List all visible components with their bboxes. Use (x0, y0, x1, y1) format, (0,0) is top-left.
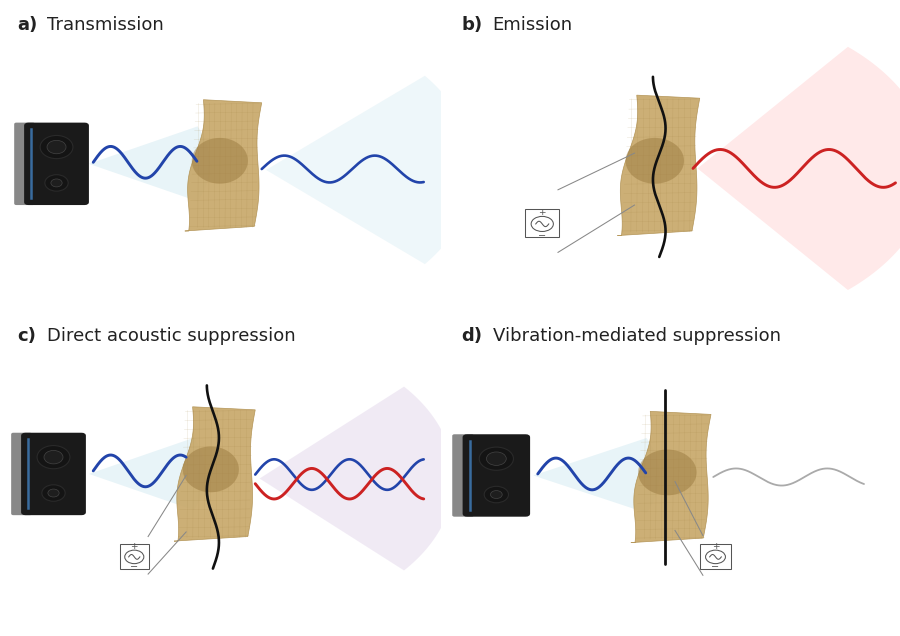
Circle shape (706, 550, 725, 563)
Circle shape (44, 450, 63, 464)
Circle shape (125, 550, 144, 563)
Polygon shape (89, 127, 210, 202)
Bar (700, 544, 731, 569)
Text: c): c) (17, 327, 36, 345)
Polygon shape (89, 438, 205, 510)
Circle shape (48, 489, 59, 497)
Circle shape (531, 216, 554, 232)
Polygon shape (266, 76, 473, 264)
Circle shape (47, 141, 66, 154)
Text: +: + (538, 208, 546, 217)
Text: b): b) (461, 15, 482, 34)
Bar (526, 209, 559, 237)
Polygon shape (698, 47, 900, 290)
FancyBboxPatch shape (14, 123, 35, 205)
Polygon shape (174, 407, 256, 541)
Polygon shape (183, 446, 238, 492)
Polygon shape (533, 438, 659, 513)
Text: a): a) (17, 15, 37, 34)
Polygon shape (192, 138, 248, 184)
Polygon shape (638, 450, 697, 495)
Bar (120, 544, 149, 569)
FancyBboxPatch shape (452, 434, 474, 516)
Polygon shape (626, 138, 684, 184)
Text: Transmission: Transmission (47, 15, 164, 34)
Circle shape (45, 175, 68, 191)
Text: Emission: Emission (493, 15, 573, 34)
Text: −: − (130, 562, 139, 572)
Polygon shape (259, 387, 454, 570)
Text: Direct acoustic suppression: Direct acoustic suppression (47, 327, 295, 345)
Polygon shape (631, 411, 711, 543)
Text: −: − (538, 230, 546, 240)
Circle shape (479, 447, 513, 470)
FancyBboxPatch shape (24, 123, 89, 205)
Circle shape (40, 135, 73, 158)
Circle shape (491, 490, 502, 499)
Text: −: − (711, 562, 720, 572)
FancyBboxPatch shape (21, 432, 86, 515)
FancyBboxPatch shape (11, 432, 32, 515)
Polygon shape (617, 95, 700, 235)
Text: Vibration-mediated suppression: Vibration-mediated suppression (493, 327, 781, 345)
Text: +: + (712, 542, 719, 551)
Circle shape (37, 446, 70, 469)
Text: +: + (130, 542, 138, 551)
FancyBboxPatch shape (463, 434, 530, 516)
Circle shape (487, 452, 506, 466)
Circle shape (41, 485, 65, 501)
Polygon shape (184, 100, 262, 231)
Text: d): d) (461, 327, 482, 345)
Circle shape (484, 487, 508, 503)
Circle shape (51, 179, 62, 187)
